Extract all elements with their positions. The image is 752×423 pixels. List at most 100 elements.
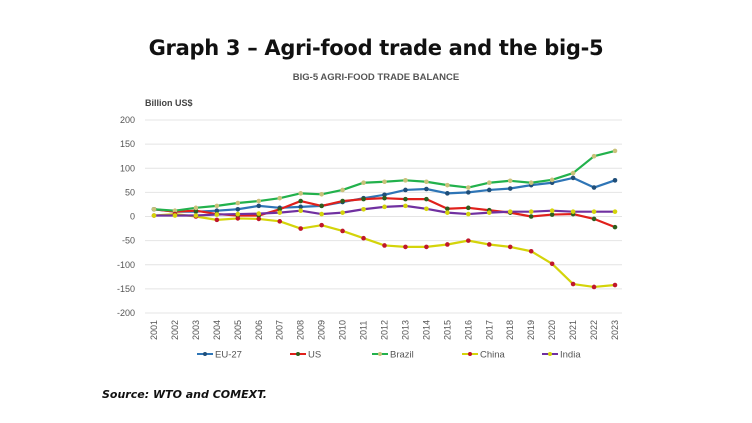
data-point (340, 198, 345, 204)
data-point (256, 216, 262, 222)
data-point (298, 208, 303, 214)
data-point (528, 248, 534, 254)
data-point (612, 148, 618, 154)
legend-label: Brazil (390, 350, 414, 361)
data-point (549, 208, 555, 214)
data-point (591, 216, 597, 222)
legend-label: China (480, 350, 506, 361)
data-point (486, 180, 492, 186)
legend-label: US (308, 350, 321, 361)
x-tick-label: 2008 (296, 320, 306, 340)
data-point (235, 216, 241, 221)
data-point (424, 244, 429, 250)
x-tick-label: 2016 (463, 320, 473, 340)
data-point (486, 242, 492, 247)
y-tick-label: 100 (120, 163, 135, 173)
legend-item: Brazil (372, 350, 414, 361)
data-point (507, 186, 513, 191)
data-point (361, 180, 366, 186)
data-point (277, 210, 283, 215)
series-line (153, 212, 616, 289)
data-point (298, 198, 303, 204)
data-point (361, 206, 366, 212)
data-point (256, 198, 262, 204)
data-point (319, 203, 324, 209)
legend-marker (378, 352, 382, 356)
legend-marker (468, 352, 472, 356)
x-tick-label: 2009 (317, 320, 327, 340)
data-point (570, 209, 576, 214)
data-point (612, 224, 618, 230)
data-point (277, 219, 283, 224)
data-point (466, 190, 471, 195)
data-point (298, 204, 303, 210)
data-point (256, 211, 262, 216)
data-point (277, 195, 283, 201)
data-point (612, 282, 618, 288)
data-point (570, 170, 576, 176)
data-point (528, 214, 534, 219)
data-point (507, 244, 513, 250)
data-point (340, 187, 345, 193)
data-point (214, 217, 220, 223)
data-point (214, 203, 220, 209)
x-tick-label: 2005 (233, 320, 243, 340)
x-tick-label: 2013 (400, 320, 410, 340)
data-point (466, 238, 471, 243)
data-point (403, 203, 408, 209)
data-point (612, 178, 618, 183)
series-lines (151, 148, 618, 290)
x-tick-label: 2011 (359, 321, 369, 340)
legend-marker (296, 352, 300, 356)
data-point (570, 281, 576, 287)
data-point (256, 203, 262, 209)
x-tick-label: 2020 (547, 320, 557, 340)
data-point (361, 196, 366, 202)
legend-item: China (462, 350, 506, 361)
data-point (214, 208, 220, 214)
x-tick-label: 2004 (212, 320, 222, 340)
chart-title: BIG-5 AGRI-FOOD TRADE BALANCE (292, 72, 460, 83)
data-point (549, 212, 555, 217)
data-point (424, 196, 429, 202)
x-tick-label: 2021 (568, 320, 578, 340)
data-point (403, 187, 408, 193)
data-point (591, 209, 597, 214)
y-axis-label: Billion US$ (145, 98, 193, 108)
x-tick-label: 2023 (610, 320, 620, 340)
y-tick-label: -100 (117, 260, 135, 270)
x-tick-label: 2019 (526, 320, 536, 340)
data-point (466, 185, 471, 190)
y-tick-label: 0 (130, 212, 135, 222)
data-point (466, 205, 471, 211)
data-point (361, 235, 366, 241)
legend-item: India (542, 350, 581, 361)
y-tick-labels: 200 150 100 50 0 -50 -100 -150 -200 (117, 115, 135, 318)
series-us (151, 195, 618, 230)
data-point (298, 191, 303, 196)
data-point (382, 204, 387, 210)
data-point (235, 211, 241, 217)
data-point (382, 243, 387, 248)
data-point (445, 206, 450, 212)
data-point (570, 175, 576, 181)
data-point (319, 192, 324, 197)
legend-item: US (290, 350, 321, 361)
data-point (424, 186, 429, 192)
data-point (235, 206, 241, 212)
data-point (319, 222, 324, 228)
data-point (591, 284, 597, 290)
x-tick-label: 2002 (170, 320, 180, 340)
y-tick-label: -200 (117, 308, 135, 318)
data-point (403, 196, 408, 202)
data-point (466, 211, 471, 217)
legend-marker (203, 352, 207, 356)
page-title: Graph 3 – Agri-food trade and the big-5 (148, 36, 604, 60)
x-tick-label: 2018 (505, 320, 515, 340)
y-tick-label: -150 (117, 284, 135, 294)
data-point (340, 210, 345, 215)
x-tick-labels: 2001 2002 2003 2004 2005 2006 2007 2008 2009 2010… (149, 320, 620, 340)
gridlines (145, 119, 622, 314)
data-point (528, 180, 534, 186)
x-tick-label: 2014 (421, 320, 431, 340)
